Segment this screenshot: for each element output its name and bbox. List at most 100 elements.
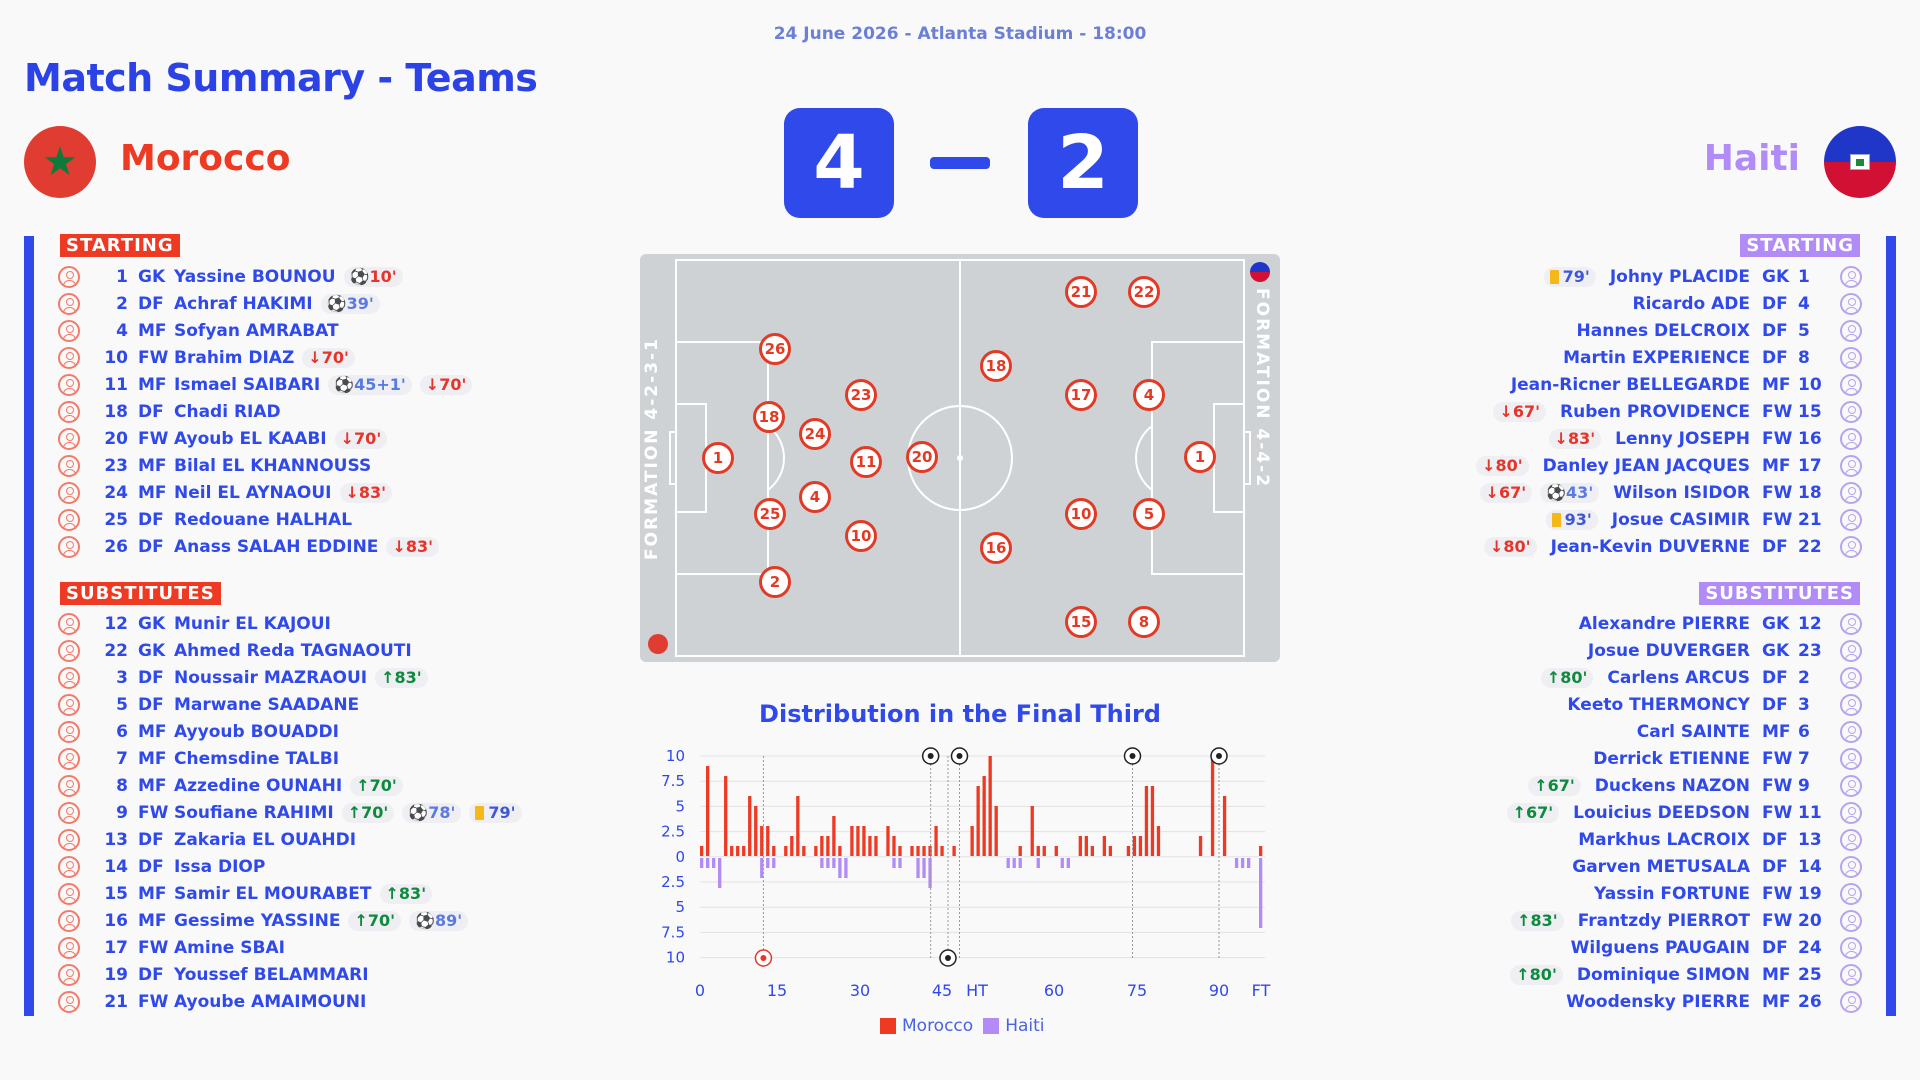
player-row[interactable]: 17 FW Amine SBAI <box>58 934 618 961</box>
player-position: FW <box>1762 509 1793 530</box>
player-avatar-icon <box>58 855 80 878</box>
morocco-subs-list: 12 GK Munir EL KAJOUI 22 GK Ahmed Reda TAGNAO… <box>58 610 618 1015</box>
player-row[interactable]: Ricardo ADE DF 4 <box>1302 290 1862 317</box>
event-minute: 79' <box>1562 267 1590 286</box>
player-row[interactable]: Markhus LACROIX DF 13 <box>1302 826 1862 853</box>
event-minute: 78' <box>428 803 456 822</box>
player-row[interactable]: 5 DF Marwane SAADANE <box>58 691 618 718</box>
player-row[interactable]: ↓ 67' ⚽ 43' Wilson ISIDOR FW 18 <box>1302 479 1862 506</box>
player-row[interactable]: 15 MF Samir EL MOURABET ↑ 83' <box>58 880 618 907</box>
player-row[interactable]: ↑ 83' Frantzdy PIERROT FW 20 <box>1302 907 1862 934</box>
player-position: FW <box>1762 910 1793 931</box>
morocco-bar <box>988 756 992 856</box>
player-row[interactable]: 12 GK Munir EL KAJOUI <box>58 610 618 637</box>
morocco-bar <box>952 846 956 856</box>
haiti-starting-list: 79' Johny PLACIDE GK 1 Ricardo ADE DF 4 Hannes … <box>1302 263 1862 560</box>
haiti-bar <box>928 858 932 888</box>
player-avatar-icon <box>1840 882 1862 905</box>
player-row[interactable]: ↓ 67' Ruben PROVIDENCE FW 15 <box>1302 398 1862 425</box>
player-row[interactable]: Keeto THERMONCY DF 3 <box>1302 691 1862 718</box>
player-name: Redouane HALHAL <box>174 509 353 530</box>
player-row[interactable]: 19 DF Youssef BELAMMARI <box>58 961 618 988</box>
morocco-bar <box>910 846 914 856</box>
player-row[interactable]: Carl SAINTE MF 6 <box>1302 718 1862 745</box>
x-tick-label: 30 <box>850 981 870 1000</box>
morocco-bar <box>994 806 998 856</box>
player-number: 14 <box>104 856 128 877</box>
haiti-bar <box>1066 858 1070 868</box>
player-row[interactable]: ↓ 80' Danley JEAN JACQUES MF 17 <box>1302 452 1862 479</box>
player-avatar-icon <box>1840 774 1862 797</box>
event-badge: ⚽ 10' <box>343 266 403 287</box>
player-row[interactable]: Woodensky PIERRE MF 26 <box>1302 988 1862 1015</box>
player-row[interactable]: 79' Johny PLACIDE GK 1 <box>1302 263 1862 290</box>
sub-off-icon: ↓ <box>308 348 322 367</box>
player-row[interactable]: 10 FW Brahim DIAZ ↓ 70' <box>58 344 618 371</box>
pitch-player-marker: 2 <box>759 566 791 598</box>
player-row[interactable]: ↑ 67' Duckens NAZON FW 9 <box>1302 772 1862 799</box>
sub-on-icon: ↑ <box>354 911 368 930</box>
legend-swatch-morocco <box>880 1018 896 1034</box>
haiti-bar <box>892 858 896 868</box>
pitch-player-marker: 17 <box>1065 379 1097 411</box>
player-row[interactable]: ↑ 67' Louicius DEEDSON FW 11 <box>1302 799 1862 826</box>
score-separator <box>930 157 990 169</box>
morocco-bar <box>982 776 986 856</box>
player-row[interactable]: 2 DF Achraf HAKIMI ⚽ 39' <box>58 290 618 317</box>
player-row[interactable]: 7 MF Chemsdine TALBI <box>58 745 618 772</box>
player-row[interactable]: 25 DF Redouane HALHAL <box>58 506 618 533</box>
haiti-bar <box>820 858 824 868</box>
player-row[interactable]: Hannes DELCROIX DF 5 <box>1302 317 1862 344</box>
away-score: 2 <box>1028 108 1138 218</box>
player-position: FW <box>1762 401 1793 422</box>
player-row[interactable]: ↑ 80' Dominique SIMON MF 25 <box>1302 961 1862 988</box>
player-row[interactable]: 9 FW Soufiane RAHIMI ↑ 70' ⚽ 78' 79' <box>58 799 618 826</box>
player-row[interactable]: ↑ 80' Carlens ARCUS DF 2 <box>1302 664 1862 691</box>
morocco-bar <box>742 846 746 856</box>
player-avatar-icon <box>58 936 80 959</box>
player-row[interactable]: 22 GK Ahmed Reda TAGNAOUTI <box>58 637 618 664</box>
player-row[interactable]: 26 DF Anass SALAH EDDINE ↓ 83' <box>58 533 618 560</box>
player-position: MF <box>138 320 167 341</box>
event-minute: 80' <box>1495 456 1523 475</box>
player-row[interactable]: 16 MF Gessime YASSINE ↑ 70' ⚽ 89' <box>58 907 618 934</box>
player-row[interactable]: Jean-Ricner BELLEGARDE MF 10 <box>1302 371 1862 398</box>
player-row[interactable]: Yassin FORTUNE FW 19 <box>1302 880 1862 907</box>
player-row[interactable]: 6 MF Ayyoub BOUADDI <box>58 718 618 745</box>
player-row[interactable]: 20 FW Ayoub EL KAABI ↓ 70' <box>58 425 618 452</box>
player-row[interactable]: Derrick ETIENNE FW 7 <box>1302 745 1862 772</box>
player-position: FW <box>138 991 169 1012</box>
morocco-bar <box>916 846 920 856</box>
player-row[interactable]: 1 GK Yassine BOUNOU ⚽ 10' <box>58 263 618 290</box>
player-row[interactable]: 3 DF Noussair MAZRAOUI ↑ 83' <box>58 664 618 691</box>
pitch-player-marker: 10 <box>1065 498 1097 530</box>
sub-off-icon: ↓ <box>392 537 406 556</box>
player-row[interactable]: 14 DF Issa DIOP <box>58 853 618 880</box>
player-row[interactable]: 23 MF Bilal EL KHANNOUSS <box>58 452 618 479</box>
player-row[interactable]: 11 MF Ismael SAIBARI ⚽ 45+1' ↓ 70' <box>58 371 618 398</box>
player-number: 25 <box>104 509 128 530</box>
player-name: Neil EL AYNAOUI <box>174 482 332 503</box>
player-row[interactable]: 21 FW Ayoube AMAIMOUNI <box>58 988 618 1015</box>
player-row[interactable]: Garven METUSALA DF 14 <box>1302 853 1862 880</box>
player-row[interactable]: 4 MF Sofyan AMRABAT <box>58 317 618 344</box>
player-row[interactable]: Martin EXPERIENCE DF 8 <box>1302 344 1862 371</box>
player-row[interactable]: 8 MF Azzedine OUNAHI ↑ 70' <box>58 772 618 799</box>
player-position: MF <box>138 775 167 796</box>
player-row[interactable]: ↓ 80' Jean-Kevin DUVERNE DF 22 <box>1302 533 1862 560</box>
player-number: 20 <box>104 428 128 449</box>
event-minute: 83' <box>398 884 427 903</box>
morocco-bar <box>868 836 872 856</box>
player-row[interactable]: 13 DF Zakaria EL OUAHDI <box>58 826 618 853</box>
player-number: 12 <box>104 613 128 634</box>
player-row[interactable]: Alexandre PIERRE GK 12 <box>1302 610 1862 637</box>
player-row[interactable]: 18 DF Chadi RIAD <box>58 398 618 425</box>
player-name: Duckens NAZON <box>1594 775 1750 796</box>
player-number: 1 <box>116 266 128 287</box>
player-row[interactable]: Wilguens PAUGAIN DF 24 <box>1302 934 1862 961</box>
player-row[interactable]: 24 MF Neil EL AYNAOUI ↓ 83' <box>58 479 618 506</box>
player-position: MF <box>138 455 167 476</box>
player-row[interactable]: Josue DUVERGER GK 23 <box>1302 637 1862 664</box>
player-row[interactable]: ↓ 83' Lenny JOSEPH FW 16 <box>1302 425 1862 452</box>
player-row[interactable]: 93' Josue CASIMIR FW 21 <box>1302 506 1862 533</box>
